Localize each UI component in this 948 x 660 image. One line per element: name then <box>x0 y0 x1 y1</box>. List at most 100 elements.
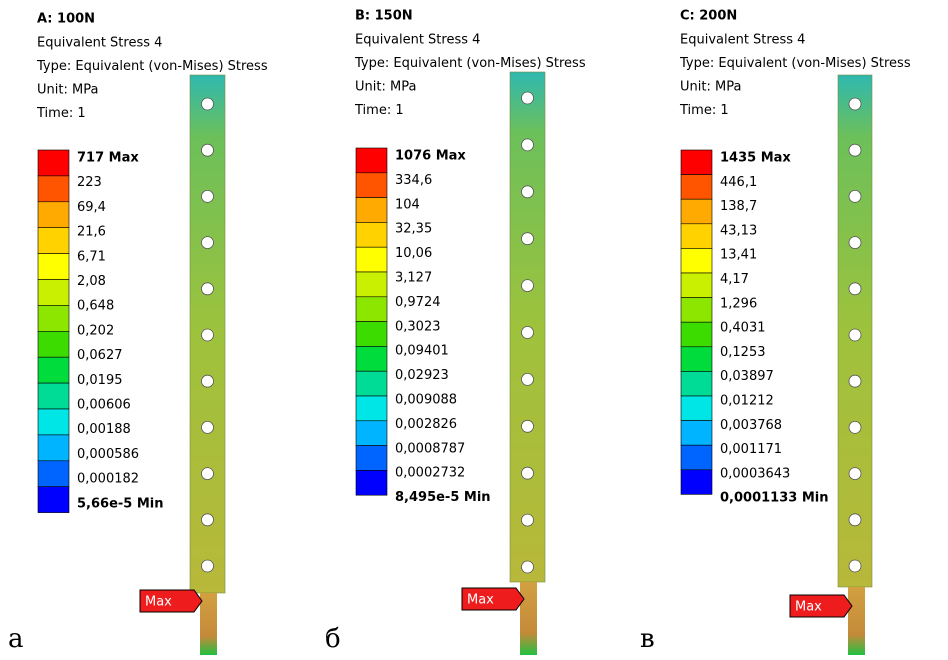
legend-band <box>681 322 712 347</box>
legend-band <box>681 347 712 372</box>
legend-label: 0,001171 <box>720 442 782 457</box>
legend-band <box>681 273 712 298</box>
beam-hole <box>849 144 861 156</box>
legend-band <box>38 409 69 435</box>
legend-label: 69,4 <box>77 200 106 215</box>
legend-label: 8,495e-5 Min <box>395 490 491 505</box>
beam-shaft <box>520 582 537 655</box>
legend-band <box>681 421 712 446</box>
beam-hole <box>202 375 214 387</box>
legend-band <box>38 254 69 280</box>
legend-label: 0,0003643 <box>720 466 790 481</box>
beam-hole <box>849 468 861 480</box>
legend-label: 0,202 <box>77 323 114 338</box>
legend-band <box>356 148 387 173</box>
legend-label: 0,1253 <box>720 345 766 360</box>
beam-hole <box>522 92 534 104</box>
legend-band <box>681 445 712 470</box>
panel-info: Equivalent Stress 4 <box>37 36 162 51</box>
beam-hole <box>202 329 214 341</box>
beam-hole <box>849 514 861 526</box>
legend-band <box>356 222 387 247</box>
beam-hole <box>522 561 534 573</box>
legend-label: 2,08 <box>77 274 106 289</box>
panel-caption: б <box>325 624 341 654</box>
panel-info: Unit: MPa <box>680 80 741 95</box>
legend-band <box>681 470 712 495</box>
legend-label: 43,13 <box>720 223 757 238</box>
legend-label: 1076 Max <box>395 149 466 164</box>
panel-info: Type: Equivalent (von-Mises) Stress <box>36 59 268 74</box>
legend-band <box>38 150 69 176</box>
legend-band <box>356 198 387 223</box>
legend-band <box>356 371 387 396</box>
legend-band <box>356 346 387 371</box>
legend-band <box>356 322 387 347</box>
legend-label: 0,9724 <box>395 295 441 310</box>
legend-label: 0,0002732 <box>395 466 465 481</box>
beam-hole <box>202 514 214 526</box>
result-panel: MaxC: 200NEquivalent Stress 4Type: Equiv… <box>640 9 911 656</box>
beam-hole <box>202 98 214 110</box>
legend-label: 104 <box>395 197 420 212</box>
beam-hole <box>849 237 861 249</box>
panel-caption: а <box>8 624 24 654</box>
legend-label: 1435 Max <box>720 151 791 166</box>
legend-label: 0,00606 <box>77 398 131 413</box>
panel-info: Type: Equivalent (von-Mises) Stress <box>354 56 586 71</box>
legend-label: 0,000586 <box>77 447 139 462</box>
legend-band <box>38 331 69 357</box>
legend-label: 0,03897 <box>720 369 774 384</box>
panel-caption: в <box>640 624 655 654</box>
beam-hole <box>202 468 214 480</box>
result-panel: MaxB: 150NEquivalent Stress 4Type: Equiv… <box>325 9 586 656</box>
legend-band <box>681 298 712 323</box>
legend-label: 10,06 <box>395 246 432 261</box>
beam-hole <box>849 560 861 572</box>
legend-label: 0,0001133 Min <box>720 491 828 506</box>
legend-band <box>681 224 712 249</box>
legend-label: 0,0195 <box>77 373 123 388</box>
legend-band <box>38 487 69 513</box>
legend-band <box>681 248 712 273</box>
legend-band <box>38 228 69 254</box>
legend-label: 32,35 <box>395 222 432 237</box>
panel-info: Time: 1 <box>36 106 86 121</box>
beam-hole <box>202 560 214 572</box>
legend-band <box>38 305 69 331</box>
legend-label: 1,296 <box>720 296 757 311</box>
legend-label: 446,1 <box>720 175 757 190</box>
legend-band <box>38 357 69 383</box>
beam-hole <box>849 190 861 202</box>
panel-title: B: 150N <box>355 9 413 24</box>
panel-info: Time: 1 <box>354 103 404 118</box>
legend-label: 13,41 <box>720 248 757 263</box>
legend-label: 223 <box>77 175 102 190</box>
beam-hole <box>522 467 534 479</box>
legend-label: 5,66e-5 Min <box>77 496 164 511</box>
panel-info: Equivalent Stress 4 <box>355 33 480 48</box>
legend-band <box>356 446 387 471</box>
beam-hole <box>849 375 861 387</box>
legend-label: 0,00188 <box>77 422 131 437</box>
legend-band <box>356 297 387 322</box>
panel-info: Unit: MPa <box>355 80 416 95</box>
legend-label: 0,002826 <box>395 417 457 432</box>
legend-band <box>356 272 387 297</box>
beam-shaft <box>200 593 217 655</box>
max-tag-label: Max <box>145 595 172 610</box>
beam-hole <box>849 329 861 341</box>
figure: MaxA: 100NEquivalent Stress 4Type: Equiv… <box>0 0 948 660</box>
legend-label: 0,4031 <box>720 321 766 336</box>
legend-label: 0,3023 <box>395 319 441 334</box>
legend-band <box>356 173 387 198</box>
legend-band <box>681 396 712 421</box>
legend-band <box>356 247 387 272</box>
beam-hole <box>522 186 534 198</box>
legend-label: 0,648 <box>77 299 114 314</box>
panel-info: Type: Equivalent (von-Mises) Stress <box>679 56 911 71</box>
legend-band <box>38 435 69 461</box>
beam-hole <box>202 421 214 433</box>
legend-label: 6,71 <box>77 249 106 264</box>
